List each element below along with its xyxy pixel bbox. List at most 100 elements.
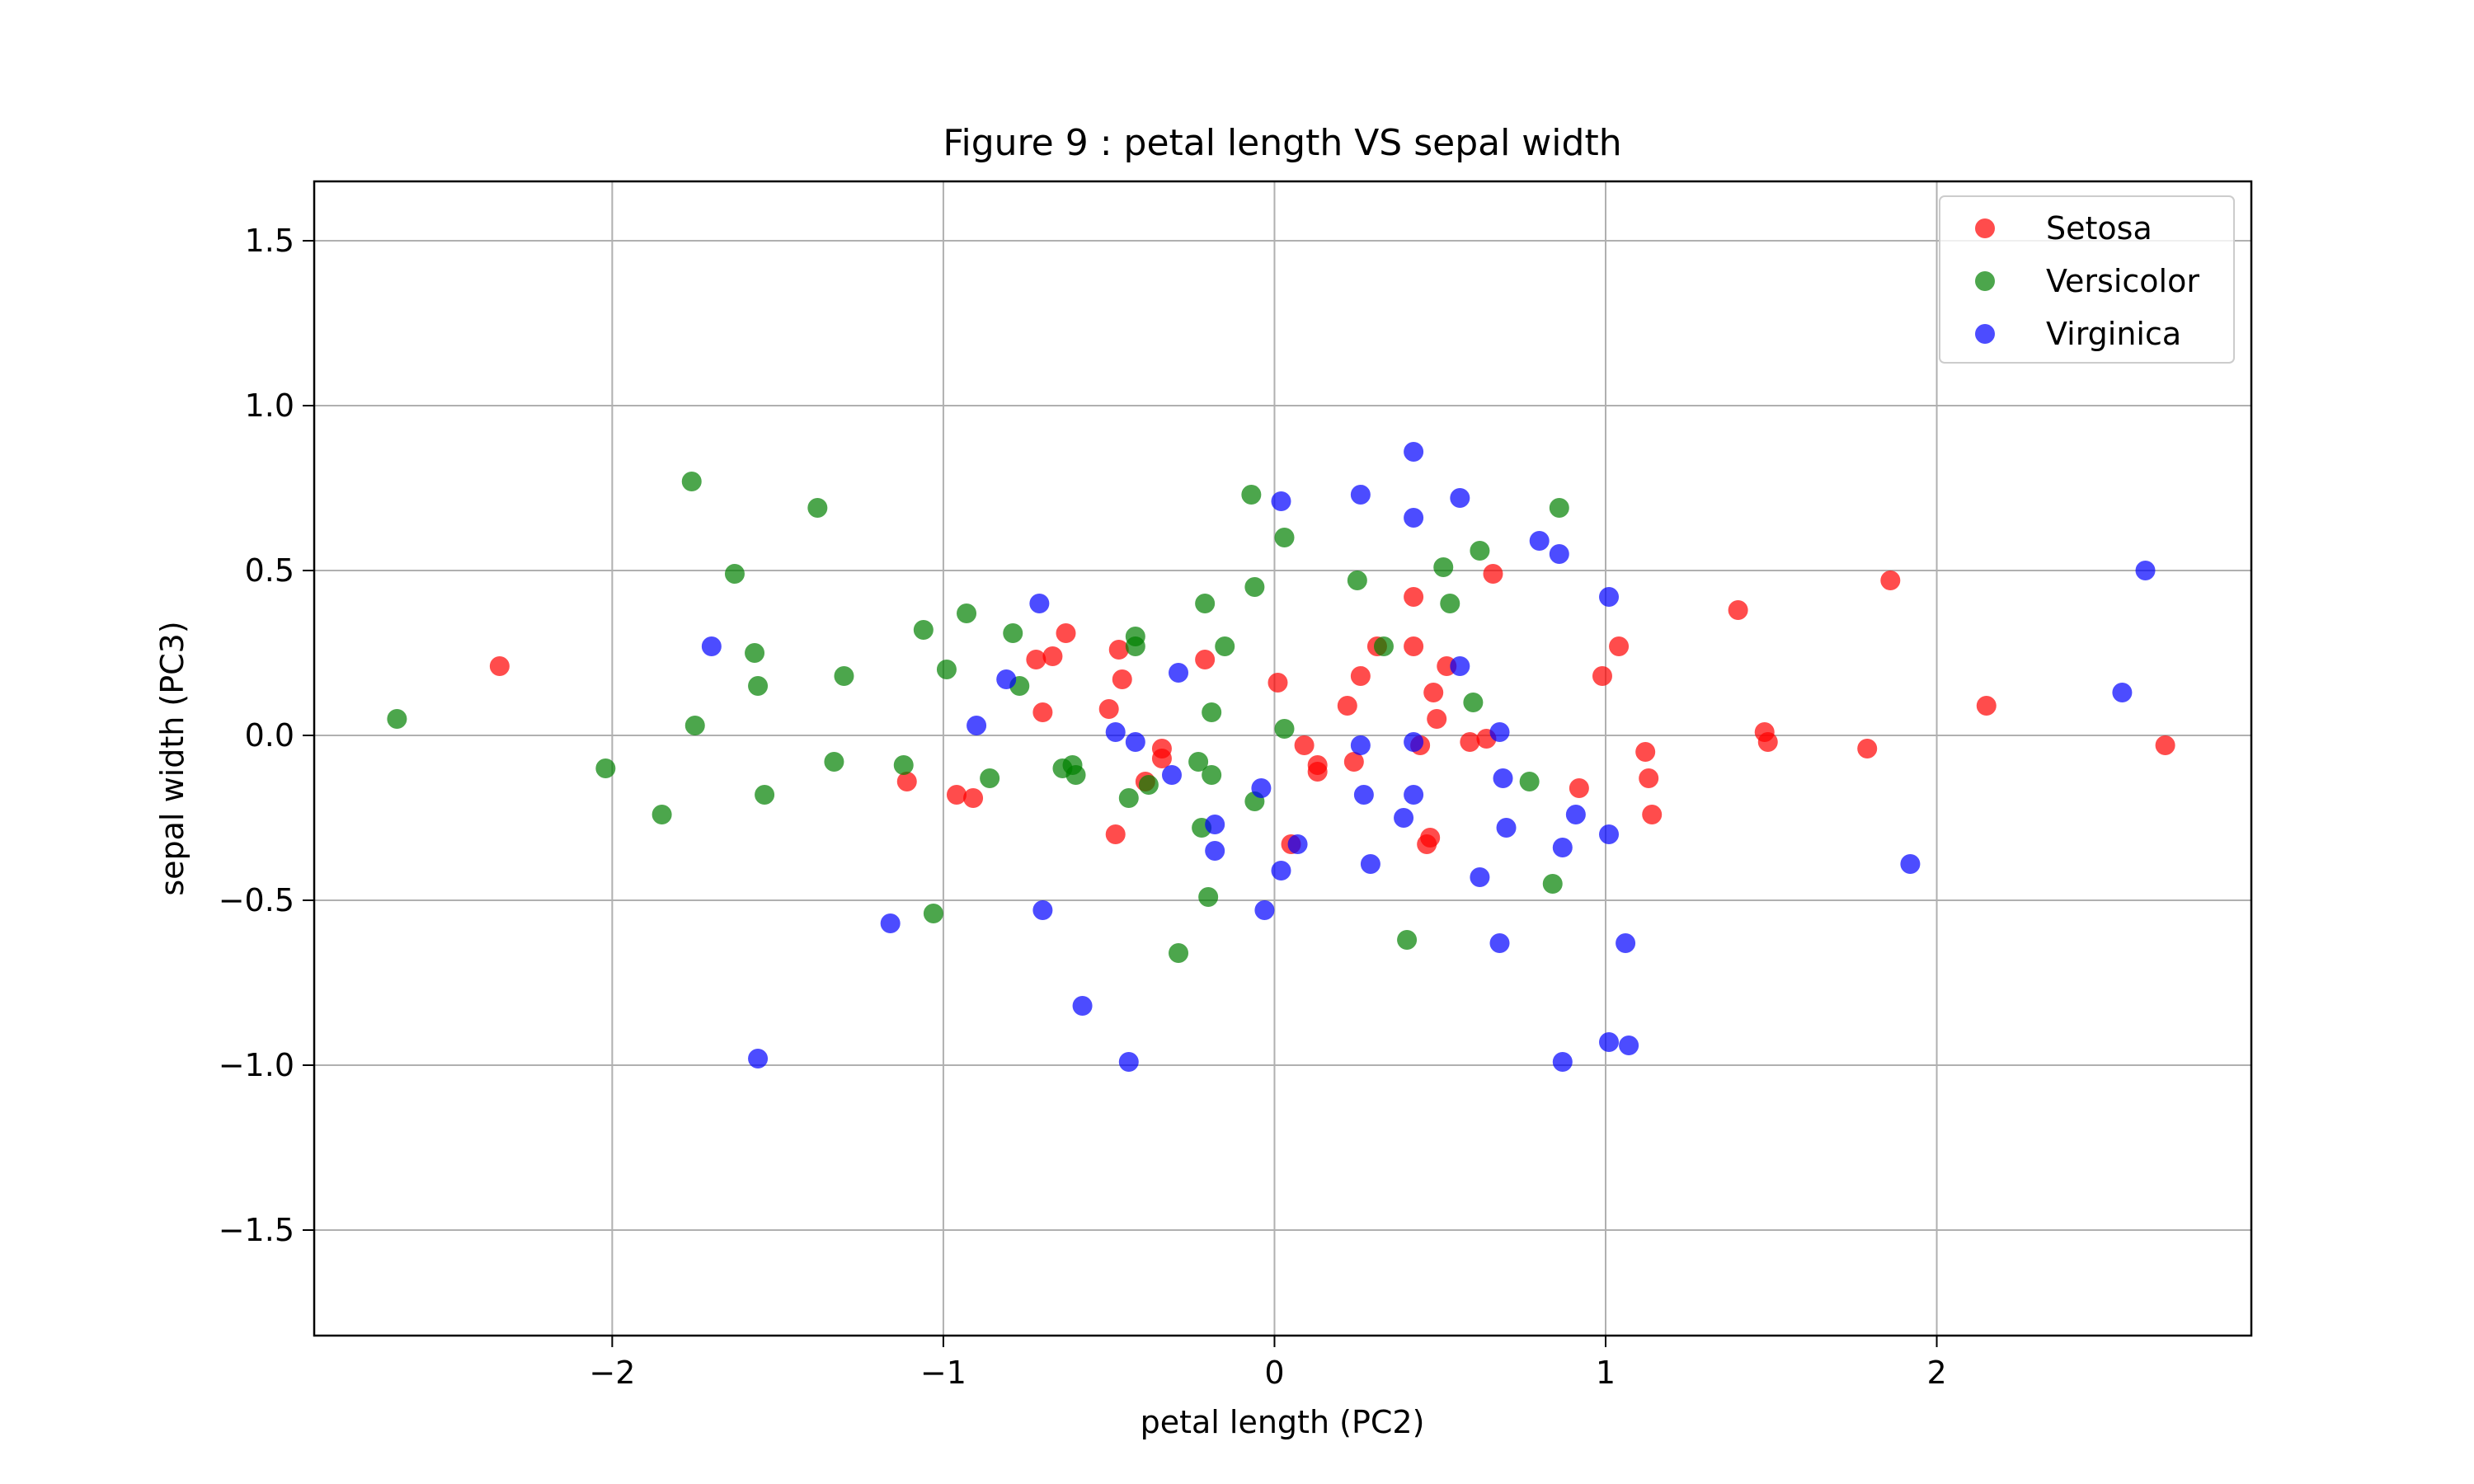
- x-axis: −2 −1 0 1 2: [589, 1336, 1947, 1391]
- legend: Setosa Versicolor Virginica: [1939, 195, 2235, 364]
- virginica-point: [1032, 900, 1053, 920]
- setosa-point: [1427, 709, 1447, 729]
- setosa-point: [2155, 735, 2175, 755]
- setosa-point: [1976, 696, 1997, 716]
- setosa-point: [1026, 650, 1047, 669]
- versicolor-point: [1241, 485, 1262, 505]
- legend-marker-setosa: [1975, 218, 1995, 238]
- versicolor-point: [1433, 557, 1454, 577]
- setosa-point: [1112, 669, 1132, 689]
- setosa-point: [1423, 683, 1444, 702]
- virginica-point: [1251, 778, 1272, 798]
- virginica-point: [1549, 544, 1569, 564]
- virginica-point: [1161, 765, 1182, 785]
- versicolor-point: [1215, 636, 1235, 656]
- versicolor-point: [681, 472, 702, 491]
- versicolor-point: [1065, 765, 1086, 785]
- setosa-point: [1404, 636, 1424, 656]
- versicolor-point: [684, 716, 705, 735]
- versicolor-point: [1198, 887, 1219, 907]
- y-tick-label: 0.5: [245, 552, 294, 589]
- virginica-point: [1404, 508, 1424, 528]
- virginica-point: [1599, 587, 1620, 607]
- virginica-point: [1169, 663, 1189, 683]
- virginica-point: [2135, 561, 2156, 580]
- virginica-point: [1125, 732, 1145, 752]
- versicolor-point: [923, 904, 943, 923]
- virginica-point: [1450, 488, 1470, 508]
- versicolor-point: [1202, 702, 1222, 722]
- setosa-point: [1728, 600, 1748, 620]
- y-tick-label: −0.5: [219, 882, 294, 918]
- setosa-point: [1343, 752, 1364, 772]
- virginica-point: [1029, 594, 1050, 613]
- virginica-point: [880, 913, 901, 933]
- versicolor-point: [1125, 636, 1145, 656]
- x-tick-label: −1: [920, 1355, 967, 1391]
- legend-label-setosa: Setosa: [2046, 210, 2152, 247]
- setosa-point: [1609, 636, 1630, 656]
- setosa-point: [1417, 834, 1437, 854]
- virginica-point: [1493, 768, 1513, 788]
- setosa-point: [1569, 778, 1589, 798]
- virginica-point: [1619, 1036, 1639, 1055]
- virginica-point: [1287, 834, 1308, 854]
- setosa-point: [1639, 768, 1659, 788]
- chart-title: Figure 9 : petal length VS sepal width: [943, 122, 1621, 164]
- virginica-point: [1599, 824, 1620, 844]
- virginica-point: [1450, 656, 1470, 676]
- setosa-point: [1151, 749, 1172, 768]
- plot-frame: [313, 180, 2253, 1337]
- virginica-point: [1404, 785, 1424, 805]
- virginica-point: [1552, 1052, 1573, 1072]
- legend-marker-versicolor: [1975, 271, 1995, 291]
- versicolor-point: [1169, 943, 1189, 963]
- setosa-point: [1404, 587, 1424, 607]
- virginica-point: [1118, 1052, 1139, 1072]
- virginica-point: [1404, 732, 1424, 752]
- versicolor-point: [1274, 719, 1295, 739]
- virginica-point: [1489, 722, 1510, 742]
- versicolor-point: [1003, 623, 1023, 643]
- setosa-point: [1032, 702, 1053, 722]
- virginica-point: [1900, 854, 1921, 874]
- versicolor-point: [724, 564, 745, 584]
- versicolor-point: [913, 620, 934, 640]
- x-axis-label: petal length (PC2): [1141, 1404, 1425, 1440]
- virginica-point: [1565, 805, 1586, 824]
- setosa-point: [1268, 673, 1288, 693]
- versicolor-point: [1440, 594, 1460, 613]
- setosa-point: [1460, 732, 1480, 752]
- virginica-point: [1599, 1032, 1620, 1052]
- virginica-point: [1205, 841, 1225, 861]
- setosa-point: [1857, 739, 1878, 758]
- virginica-point: [1254, 900, 1275, 920]
- versicolor-point: [755, 785, 775, 805]
- virginica-point: [1350, 485, 1371, 505]
- y-tick-label: 0.0: [245, 717, 294, 754]
- setosa-point: [1042, 646, 1063, 666]
- versicolor-point: [1202, 765, 1222, 785]
- grid-lines: [314, 181, 2251, 1336]
- legend-marker-virginica: [1975, 324, 1995, 344]
- legend-box: [1939, 195, 2235, 364]
- virginica-point: [2112, 683, 2133, 702]
- setosa-point: [963, 788, 984, 808]
- virginica-point: [1350, 735, 1371, 755]
- versicolor-point: [1118, 788, 1139, 808]
- versicolor-point: [387, 709, 407, 729]
- virginica-point: [996, 669, 1017, 689]
- setosa-point: [489, 656, 510, 676]
- versicolor-point: [1542, 874, 1563, 894]
- virginica-point: [1470, 867, 1490, 887]
- virginica-point: [1496, 818, 1517, 838]
- setosa-point: [1056, 623, 1076, 643]
- setosa-point: [1757, 732, 1778, 752]
- virginica-point: [748, 1049, 769, 1068]
- legend-label-versicolor: Versicolor: [2046, 263, 2199, 299]
- versicolor-point: [1470, 541, 1490, 561]
- setosa-point: [1294, 735, 1315, 755]
- series-versicolor: [387, 472, 1569, 963]
- x-tick-label: 0: [1264, 1355, 1284, 1391]
